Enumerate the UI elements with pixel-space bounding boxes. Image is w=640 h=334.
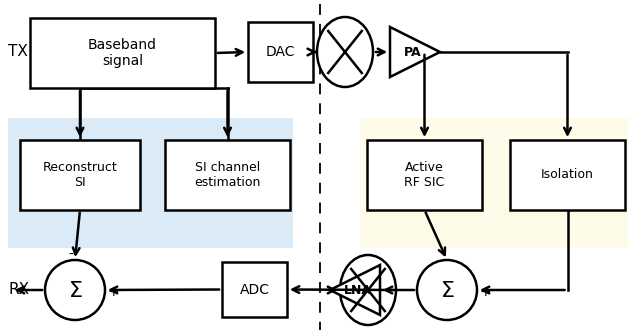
Text: ADC: ADC: [239, 283, 269, 297]
Bar: [367, 140, 482, 210]
Text: TX: TX: [8, 44, 28, 59]
Polygon shape: [330, 265, 380, 315]
Bar: [30, 18, 215, 88]
Text: PA: PA: [404, 45, 421, 58]
Text: -: -: [440, 248, 445, 262]
Circle shape: [417, 260, 477, 320]
Text: Isolation: Isolation: [541, 168, 594, 181]
Text: +: +: [107, 285, 119, 299]
Ellipse shape: [340, 255, 396, 325]
Text: +: +: [479, 285, 491, 299]
Text: RX: RX: [8, 283, 29, 298]
Polygon shape: [390, 27, 440, 77]
Circle shape: [45, 260, 105, 320]
Text: Reconstruct
SI: Reconstruct SI: [43, 161, 117, 189]
Text: -: -: [68, 248, 74, 262]
Text: LNA: LNA: [344, 284, 371, 297]
Text: Baseband
signal: Baseband signal: [88, 38, 157, 68]
Text: $\Sigma$: $\Sigma$: [440, 281, 454, 301]
Text: DAC: DAC: [266, 45, 295, 59]
Bar: [8, 118, 293, 248]
Bar: [248, 22, 313, 82]
Bar: [222, 262, 287, 317]
Bar: [165, 140, 290, 210]
Bar: [20, 140, 140, 210]
Bar: [360, 118, 628, 248]
Ellipse shape: [317, 17, 373, 87]
Text: $\Sigma$: $\Sigma$: [68, 281, 83, 301]
Bar: [510, 140, 625, 210]
Text: Active
RF SIC: Active RF SIC: [404, 161, 445, 189]
Text: SI channel
estimation: SI channel estimation: [195, 161, 260, 189]
